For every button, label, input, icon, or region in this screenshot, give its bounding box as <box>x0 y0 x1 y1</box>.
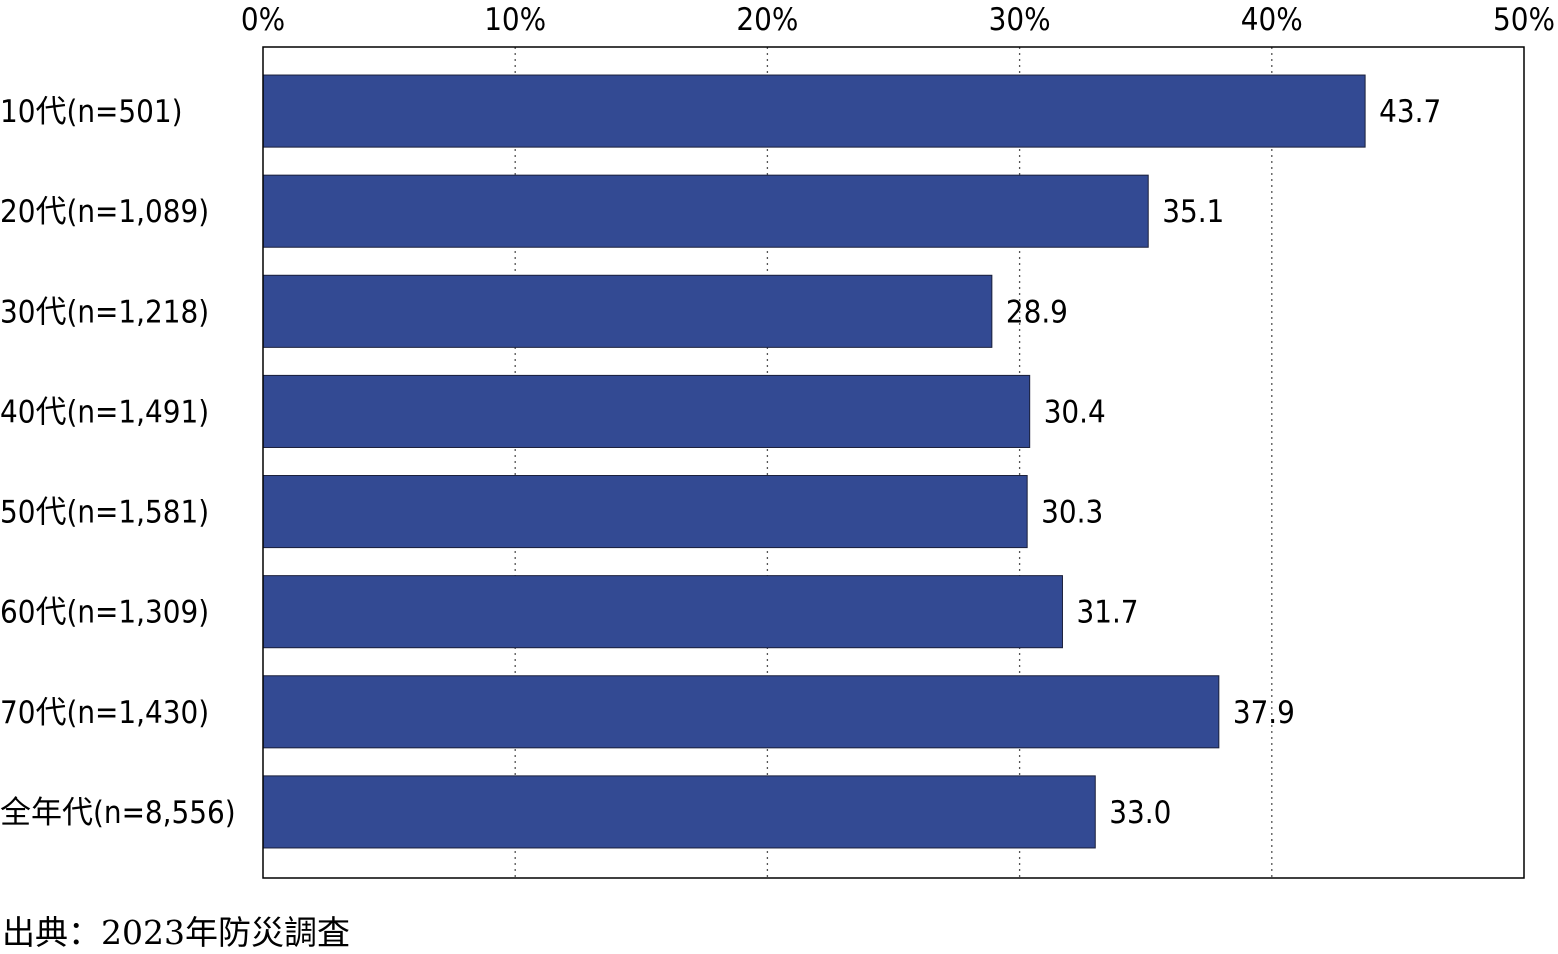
bars <box>262 74 1366 849</box>
value-label: 33.0 <box>1109 795 1171 831</box>
value-label: 43.7 <box>1379 94 1441 130</box>
bar-chart: 0% 10% 20% 30% 40% 50% 10代(n=501) 20代(n=1,089)… <box>0 2 1555 879</box>
category-label: 20代(n=1,089) <box>0 194 209 230</box>
category-label: 10代(n=501) <box>0 94 183 130</box>
value-label: 30.3 <box>1041 495 1103 531</box>
value-label: 31.7 <box>1076 595 1138 631</box>
category-label: 40代(n=1,491) <box>0 394 209 430</box>
value-label: 30.4 <box>1044 394 1106 430</box>
category-labels: 10代(n=501) 20代(n=1,089) 30代(n=1,218) 40代(n=… <box>0 94 236 831</box>
bar <box>262 575 1063 649</box>
x-tick-label: 0% <box>241 2 285 38</box>
bar <box>262 174 1149 248</box>
plot-frame <box>262 46 1525 879</box>
x-tick-label: 20% <box>736 2 798 38</box>
category-label: 70代(n=1,430) <box>0 695 209 731</box>
bar <box>262 274 993 348</box>
x-tick-label: 40% <box>1241 2 1303 38</box>
x-tick-label: 30% <box>989 2 1051 38</box>
bar <box>262 775 1096 849</box>
value-labels: 43.7 35.1 28.9 30.4 30.3 31.7 37.9 33.0 <box>1006 94 1441 831</box>
x-tick-labels: 0% 10% 20% 30% 40% 50% <box>241 2 1555 38</box>
value-label: 28.9 <box>1006 294 1068 330</box>
value-label: 35.1 <box>1162 194 1224 230</box>
source-note: 出典：2023年防災調査 <box>2 913 350 952</box>
category-label: 全年代(n=8,556) <box>0 795 236 831</box>
gridlines <box>514 47 1273 878</box>
category-label: 30代(n=1,218) <box>0 294 209 330</box>
category-label: 60代(n=1,309) <box>0 595 209 631</box>
bar <box>262 374 1031 448</box>
x-tick-label: 50% <box>1493 2 1555 38</box>
category-label: 50代(n=1,581) <box>0 495 209 531</box>
bar <box>262 475 1028 549</box>
bar <box>262 675 1220 749</box>
value-label: 37.9 <box>1233 695 1295 731</box>
bar <box>262 74 1366 148</box>
x-tick-label: 10% <box>484 2 546 38</box>
